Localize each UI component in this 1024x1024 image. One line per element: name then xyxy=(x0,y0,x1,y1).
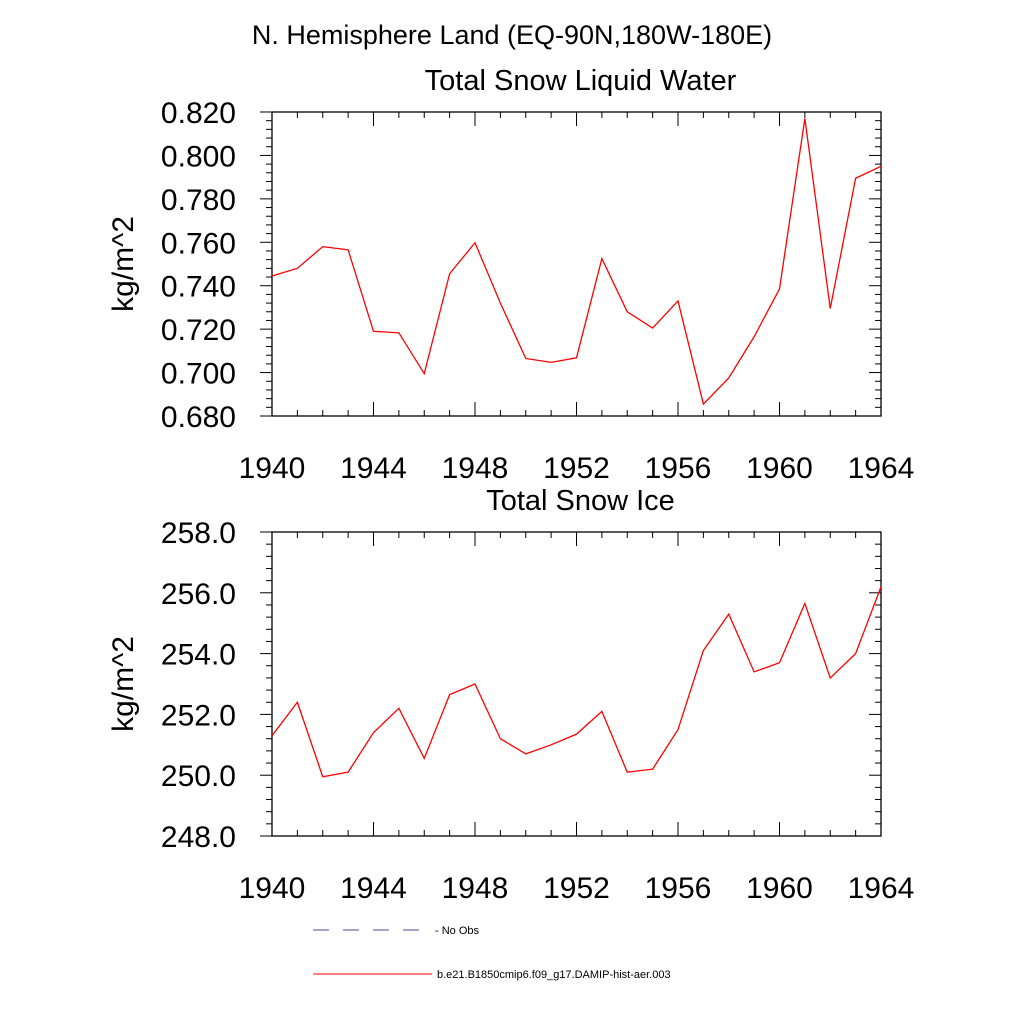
x-tick-label: 1948 xyxy=(442,872,509,905)
data-point xyxy=(651,327,654,330)
data-point xyxy=(474,241,477,244)
y-axis-label: kg/m^2 xyxy=(107,216,140,312)
y-tick-label: 0.800 xyxy=(161,140,236,173)
y-tick-label: 0.720 xyxy=(161,314,236,347)
data-point xyxy=(854,652,857,655)
data-point xyxy=(524,752,527,755)
data-point xyxy=(803,117,806,120)
data-point xyxy=(448,693,451,696)
x-tick-label: 1956 xyxy=(645,872,712,905)
y-tick-label: 0.820 xyxy=(161,97,236,130)
y-tick-label: 256.0 xyxy=(161,578,236,611)
data-point xyxy=(347,771,350,774)
data-point xyxy=(550,743,553,746)
x-tick-label: 1960 xyxy=(746,452,813,485)
x-tick-label: 1960 xyxy=(746,872,813,905)
y-tick-label: 0.680 xyxy=(161,401,236,434)
data-point xyxy=(677,299,680,302)
data-point xyxy=(296,701,299,704)
x-tick-label: 1944 xyxy=(340,452,407,485)
y-tick-label: 252.0 xyxy=(161,699,236,732)
y-axis-label: kg/m^2 xyxy=(107,636,140,732)
data-point xyxy=(702,649,705,652)
legend-label-no-obs: - No Obs xyxy=(435,925,480,937)
data-point xyxy=(626,771,629,774)
data-point xyxy=(727,613,730,616)
x-tick-label: 1964 xyxy=(848,872,915,905)
data-point xyxy=(778,661,781,664)
data-point xyxy=(499,737,502,740)
data-point xyxy=(271,734,274,737)
data-point xyxy=(423,372,426,375)
x-tick-label: 1940 xyxy=(239,872,306,905)
data-point xyxy=(753,335,756,338)
data-point xyxy=(321,245,324,248)
data-point xyxy=(271,274,274,277)
data-point xyxy=(423,757,426,760)
data-point xyxy=(651,768,654,771)
x-tick-label: 1940 xyxy=(239,452,306,485)
page-title: N. Hemisphere Land (EQ-90N,180W-180E) xyxy=(252,20,772,50)
data-point xyxy=(397,707,400,710)
y-tick-label: 0.780 xyxy=(161,184,236,217)
x-tick-label: 1944 xyxy=(340,872,407,905)
chart-title: Total Snow Liquid Water xyxy=(425,65,737,97)
data-point xyxy=(677,728,680,731)
y-tick-label: 0.740 xyxy=(161,271,236,304)
data-point xyxy=(448,272,451,275)
data-point xyxy=(474,683,477,686)
data-point xyxy=(626,310,629,313)
plot-frame xyxy=(271,111,882,417)
data-point xyxy=(753,670,756,673)
data-point xyxy=(296,267,299,270)
data-point xyxy=(372,731,375,734)
x-tick-label: 1948 xyxy=(442,452,509,485)
data-point xyxy=(778,287,781,290)
data-point xyxy=(575,356,578,359)
data-point xyxy=(499,302,502,305)
chart-title: Total Snow Ice xyxy=(486,485,675,517)
data-point xyxy=(600,257,603,260)
plot-frame xyxy=(271,531,882,837)
data-point xyxy=(829,307,832,310)
data-point xyxy=(803,602,806,605)
y-tick-label: 248.0 xyxy=(161,821,236,854)
data-point xyxy=(600,710,603,713)
data-point xyxy=(854,177,857,180)
data-point xyxy=(550,361,553,364)
data-point xyxy=(397,331,400,334)
x-tick-label: 1952 xyxy=(543,872,610,905)
data-point xyxy=(524,357,527,360)
data-point xyxy=(702,403,705,406)
series-line xyxy=(271,118,882,406)
chart-panel-2: Total Snow Ice 1940 1944 1948 1952 1956 1960 19… xyxy=(107,485,914,905)
data-point xyxy=(372,330,375,333)
data-point xyxy=(727,377,730,380)
chart-panel-1: Total Snow Liquid Water 1940 1944 1948 1952 1… xyxy=(107,65,914,485)
x-tick-label: 1956 xyxy=(645,452,712,485)
legend: - No Obs b.e21.B1850cmip6.f09_g17.DAMIP-h… xyxy=(313,925,671,981)
series-line xyxy=(271,586,882,778)
y-tick-label: 254.0 xyxy=(161,639,236,672)
legend-label-model: b.e21.B1850cmip6.f09_g17.DAMIP-hist-aer.… xyxy=(437,969,671,981)
x-tick-label: 1964 xyxy=(848,452,915,485)
data-point xyxy=(880,165,883,168)
y-tick-label: 0.700 xyxy=(161,358,236,391)
data-point xyxy=(575,733,578,736)
data-point xyxy=(321,775,324,778)
data-point xyxy=(347,248,350,251)
y-tick-label: 250.0 xyxy=(161,760,236,793)
y-tick-label: 0.760 xyxy=(161,227,236,260)
data-point xyxy=(829,676,832,679)
y-tick-label: 258.0 xyxy=(161,517,236,550)
x-tick-label: 1952 xyxy=(543,452,610,485)
data-point xyxy=(880,585,883,588)
